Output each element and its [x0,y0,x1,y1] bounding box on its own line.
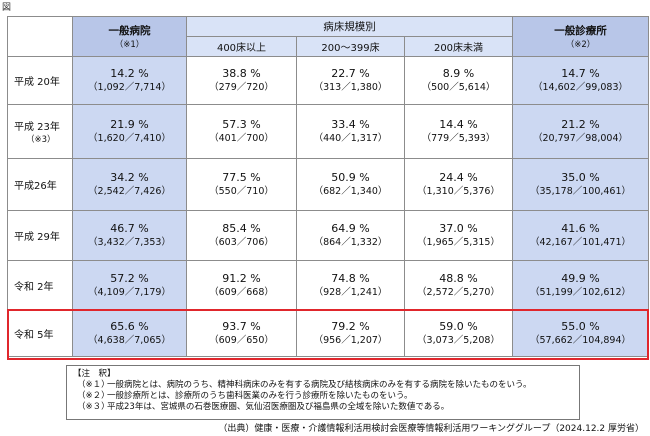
cell-hospital: 57.2 % （4,109／7,179） [72,260,187,310]
corner-cell [7,16,73,57]
cell-hospital: 46.7 % （3,432／7,353） [72,210,187,261]
cell-bed-400: 85.4 % （603／706） [186,210,297,261]
table-row: 令和 2年 57.2 % （4,109／7,179） 91.2 % （609／668… [7,260,650,310]
notes-box: 【注 釈】 （※１）一般病院とは、病院のうち、精神科病床のみを有する病院及び結核… [66,365,580,420]
cell-bed-under-200: 8.9 % （500／5,614） [403,56,514,105]
notes-title: 【注 釈】 [73,369,116,379]
cell-bed-under-200: 37.0 % （1,965／5,315） [403,210,514,261]
cell-bed-200: 22.7 % （313／1,380） [296,56,405,105]
cell-hospital: 34.2 % （2,542／7,426） [72,158,187,211]
cell-bed-400: 93.7 % （609／650） [186,309,297,357]
cell-bed-400: 57.3 % （401／700） [186,104,297,159]
ehr-adoption-table: 一般病院 （※1） 病床規模別 一般診療所 （※2） 400床以上 200～39… [7,16,650,357]
header-bed-under-200: 200床未満 [403,36,514,57]
note-item: （※１）一般病院とは、病院のうち、精神科病床のみを有する病院及び結核病床のみを有… [77,380,532,390]
cell-bed-200: 50.9 % （682／1,340） [296,158,405,211]
cell-bed-under-200: 59.0 % （3,073／5,208） [403,309,514,357]
figure-label: 図 [2,3,12,13]
header-general-clinic-note: （※2） [565,40,596,50]
cell-clinic: 35.0 % （35,178／100,461） [512,158,650,211]
table-row: 平成 20年 14.2 % （1,092／7,714） 38.8 % （279／72… [7,56,650,105]
table-row: 平成 29年 46.7 % （3,432／7,353） 85.4 % （603／70… [7,210,650,261]
cell-bed-400: 38.8 % （279／720） [186,56,297,105]
cell-bed-200: 64.9 % （864／1,332） [296,210,405,261]
cell-bed-200: 33.4 % （440／1,317） [296,104,405,159]
cell-hospital: 21.9 % （1,620／7,410） [72,104,187,159]
header-bed-400-plus: 400床以上 [186,36,297,57]
header-bed-scale: 病床規模別 [185,16,514,37]
cell-clinic: 49.9 % （51,199／102,612） [512,260,650,310]
row-label: 令和 2年 [7,260,73,310]
table-row: 平成26年 34.2 % （2,542／7,426） 77.5 % （550／710… [7,158,650,211]
source-citation: （出典）健康・医療・介護情報利活用検討会医療等情報利活用ワーキンググループ（20… [218,424,644,434]
cell-hospital: 65.6 % （4,638／7,065） [72,309,187,357]
cell-bed-400: 77.5 % （550／710） [186,158,297,211]
row-label: 平成 20年 [7,56,73,105]
cell-bed-200: 74.8 % （928／1,241） [296,260,405,310]
cell-bed-under-200: 24.4 % （1,310／5,376） [403,158,514,211]
row-label: 平成26年 [7,158,73,211]
cell-bed-200: 79.2 % （956／1,207） [296,309,405,357]
cell-bed-under-200: 14.4 % （779／5,393） [403,104,514,159]
row-label: 平成 29年 [7,210,73,261]
header-general-hospital-note: （※1） [114,40,145,50]
row-label: 平成 23年 （※3） [7,104,73,159]
row-label-note: （※3） [26,135,56,145]
cell-clinic: 21.2 % （20,797／98,004） [512,104,650,159]
note-item: （※２）一般診療所とは、診療所のうち歯科医業のみを行う診療所を除いたものをいう。 [77,391,413,401]
table-row: 平成 23年 （※3） 21.9 % （1,620／7,410） 57.3 % （40… [7,104,650,159]
cell-bed-400: 91.2 % （609／668） [186,260,297,310]
header-general-clinic: 一般診療所 （※2） [512,16,650,57]
cell-clinic: 55.0 % （57,662／104,894） [512,309,650,357]
note-item: （※３）平成23年は、宮城県の石巻医療圏、気仙沼医療圏及び福島県の全域を除いた数… [77,402,450,412]
cell-clinic: 14.7 % （14,602／99,083） [512,56,650,105]
header-general-hospital: 一般病院 （※1） [72,16,187,57]
cell-hospital: 14.2 % （1,092／7,714） [72,56,187,105]
header-bed-200-399: 200～399床 [296,36,405,57]
row-label: 令和 5年 [7,309,73,357]
cell-bed-under-200: 48.8 % （2,572／5,270） [403,260,514,310]
table-row-highlighted: 令和 5年 65.6 % （4,638／7,065） 93.7 % （609／650… [7,309,650,357]
cell-clinic: 41.6 % （42,167／101,471） [512,210,650,261]
